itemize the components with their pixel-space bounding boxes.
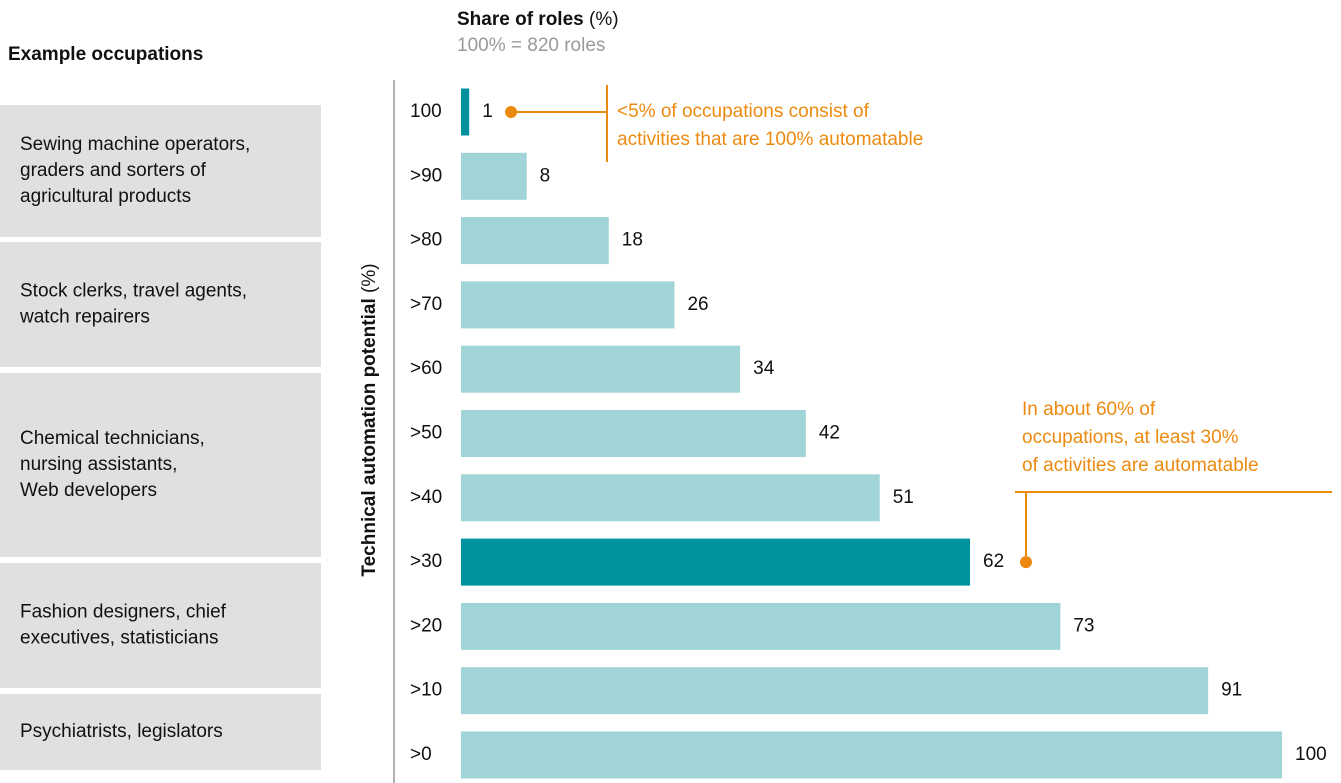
value-label: 34 <box>753 358 775 379</box>
category-label: >50 <box>410 423 442 444</box>
chart-title: Share of roles (%) <box>457 9 619 30</box>
bar <box>461 731 1282 779</box>
bar <box>461 88 470 136</box>
bar <box>461 281 675 329</box>
occupation-box <box>0 563 321 688</box>
y-label-unit: (%) <box>359 263 380 293</box>
annotation-text: In about 60% of <box>1022 399 1156 420</box>
category-label: >60 <box>410 358 442 379</box>
annotation-text: <5% of occupations consist of <box>617 101 870 122</box>
value-label: 26 <box>687 294 708 315</box>
category-label: >40 <box>410 487 442 508</box>
occupation-text: Sewing machine operators, <box>20 134 250 155</box>
occupation-box <box>0 694 321 770</box>
category-label: >90 <box>410 165 442 186</box>
value-label: 51 <box>893 487 914 508</box>
y-axis-label: Technical automation potential (%) <box>359 263 380 576</box>
category-label: >30 <box>410 551 442 572</box>
title-unit: (%) <box>589 9 619 30</box>
bar <box>461 474 880 522</box>
occupation-box <box>0 373 321 557</box>
occupation-text: Stock clerks, travel agents, <box>20 281 247 302</box>
value-label: 8 <box>540 165 551 186</box>
category-label: 100 <box>410 101 442 122</box>
value-label: 1 <box>482 101 493 122</box>
occupations-heading: Example occupations <box>8 44 203 65</box>
bar <box>461 217 609 265</box>
category-label: >80 <box>410 230 442 251</box>
bar <box>461 538 971 586</box>
occupation-box <box>0 242 321 367</box>
annotation-text: activities that are 100% automatable <box>617 129 923 150</box>
occupation-text: agricultural products <box>20 186 191 207</box>
occupation-text: graders and sorters of <box>20 160 207 181</box>
occupation-box <box>0 105 321 237</box>
annotation-dot <box>1020 556 1032 569</box>
annotation-text: occupations, at least 30% <box>1022 427 1239 448</box>
value-label: 18 <box>622 230 643 251</box>
occupation-text: Chemical technicians, <box>20 428 205 449</box>
occupation-text: Fashion designers, chief <box>20 602 227 623</box>
bar <box>461 602 1061 650</box>
value-label: 91 <box>1221 680 1242 701</box>
value-label: 62 <box>983 551 1004 572</box>
title: Share of roles <box>457 9 584 30</box>
occupation-text: Psychiatrists, legislators <box>20 721 223 742</box>
bar <box>461 152 527 200</box>
annotation-text: of activities are automatable <box>1022 455 1259 476</box>
bar <box>461 667 1209 715</box>
y-label: Technical automation potential <box>359 298 380 576</box>
value-label: 42 <box>819 423 840 444</box>
category-label: >0 <box>410 744 432 765</box>
subtitle: 100% = 820 roles <box>457 35 605 56</box>
occupation-text: watch repairers <box>19 307 150 328</box>
annotation-dot <box>505 106 517 118</box>
value-label: 73 <box>1073 615 1094 636</box>
category-label: >10 <box>410 680 442 701</box>
occupation-text: nursing assistants, <box>20 454 177 475</box>
occupation-text: Web developers <box>20 480 157 501</box>
category-label: >20 <box>410 615 442 636</box>
occupation-text: executives, statisticians <box>20 628 219 649</box>
category-label: >70 <box>410 294 442 315</box>
bar <box>461 345 741 393</box>
value-label: 100 <box>1295 744 1327 765</box>
bar <box>461 410 806 457</box>
